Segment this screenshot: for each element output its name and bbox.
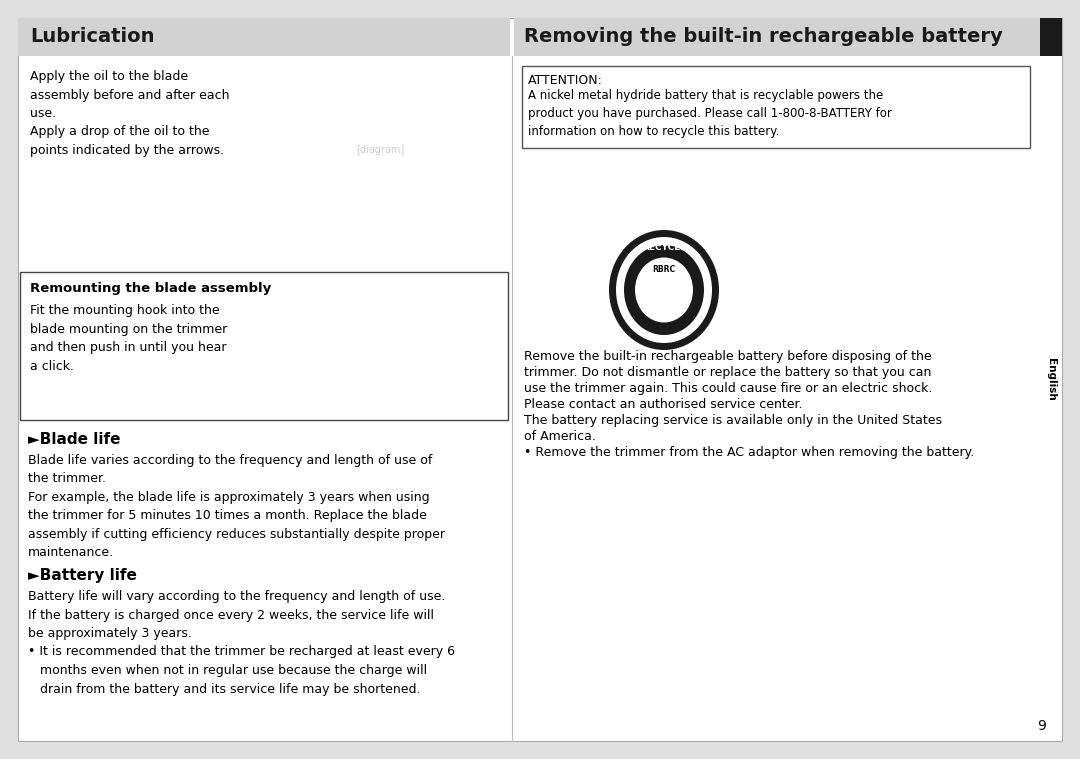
Text: Removing the built-in rechargeable battery: Removing the built-in rechargeable batte… bbox=[524, 27, 1002, 46]
FancyBboxPatch shape bbox=[18, 18, 510, 56]
Text: .: . bbox=[619, 269, 624, 273]
Text: Battery life will vary according to the frequency and length of use.
If the batt: Battery life will vary according to the … bbox=[28, 590, 455, 695]
Text: [diagram]: [diagram] bbox=[356, 145, 404, 155]
Text: .: . bbox=[685, 247, 689, 253]
Text: Ni·MH: Ni·MH bbox=[652, 297, 676, 303]
FancyBboxPatch shape bbox=[522, 66, 1030, 148]
Text: .: . bbox=[648, 244, 651, 249]
Text: 8: 8 bbox=[657, 241, 662, 247]
Text: Remounting the blade assembly: Remounting the blade assembly bbox=[30, 282, 271, 295]
Text: ATTENTION:: ATTENTION: bbox=[528, 74, 603, 87]
Text: 2: 2 bbox=[666, 241, 672, 247]
Text: use the trimmer again. This could cause fire or an electric shock.: use the trimmer again. This could cause … bbox=[524, 382, 932, 395]
Text: Remove the built-in rechargeable battery before disposing of the: Remove the built-in rechargeable battery… bbox=[524, 350, 932, 363]
Text: 8: 8 bbox=[623, 260, 630, 266]
Text: Fit the mounting hook into the
blade mounting on the trimmer
and then push in un: Fit the mounting hook into the blade mou… bbox=[30, 304, 227, 373]
Ellipse shape bbox=[616, 237, 712, 343]
Text: A nickel metal hydride battery that is recyclable powers the
product you have pu: A nickel metal hydride battery that is r… bbox=[528, 89, 892, 138]
FancyBboxPatch shape bbox=[21, 272, 508, 420]
Text: 1: 1 bbox=[616, 278, 622, 283]
Text: Apply the oil to the blade
assembly before and after each
use.
Apply a drop of t: Apply the oil to the blade assembly befo… bbox=[30, 70, 229, 157]
Text: 8: 8 bbox=[698, 260, 704, 266]
FancyBboxPatch shape bbox=[514, 18, 1040, 56]
Text: ►Battery life: ►Battery life bbox=[28, 568, 137, 583]
Text: 0: 0 bbox=[630, 253, 636, 259]
FancyBboxPatch shape bbox=[18, 18, 1062, 741]
Text: Blade life varies according to the frequency and length of use of
the trimmer.
F: Blade life varies according to the frequ… bbox=[28, 454, 445, 559]
Text: 0: 0 bbox=[638, 247, 644, 254]
Text: of America.: of America. bbox=[524, 430, 596, 443]
Text: 8: 8 bbox=[691, 253, 698, 259]
Text: English: English bbox=[1047, 358, 1056, 401]
Text: ►Blade life: ►Blade life bbox=[28, 432, 121, 447]
Text: 9: 9 bbox=[1038, 719, 1047, 733]
Text: Please contact an authorised service center.: Please contact an authorised service cen… bbox=[524, 398, 802, 411]
Text: Lubrication: Lubrication bbox=[30, 27, 154, 46]
Text: 3: 3 bbox=[703, 268, 710, 274]
Text: • Remove the trimmer from the AC adaptor when removing the battery.: • Remove the trimmer from the AC adaptor… bbox=[524, 446, 974, 459]
Text: 2: 2 bbox=[675, 243, 681, 249]
Text: The battery replacing service is available only in the United States: The battery replacing service is availab… bbox=[524, 414, 942, 427]
Text: RECYCLE: RECYCLE bbox=[642, 242, 686, 251]
Text: trimmer. Do not dismantle or replace the battery so that you can: trimmer. Do not dismantle or replace the… bbox=[524, 366, 931, 379]
Ellipse shape bbox=[609, 230, 719, 350]
Ellipse shape bbox=[635, 257, 693, 323]
Ellipse shape bbox=[624, 245, 704, 335]
FancyBboxPatch shape bbox=[1040, 18, 1062, 56]
Text: RBRC: RBRC bbox=[652, 266, 676, 275]
Text: 7: 7 bbox=[706, 278, 712, 283]
